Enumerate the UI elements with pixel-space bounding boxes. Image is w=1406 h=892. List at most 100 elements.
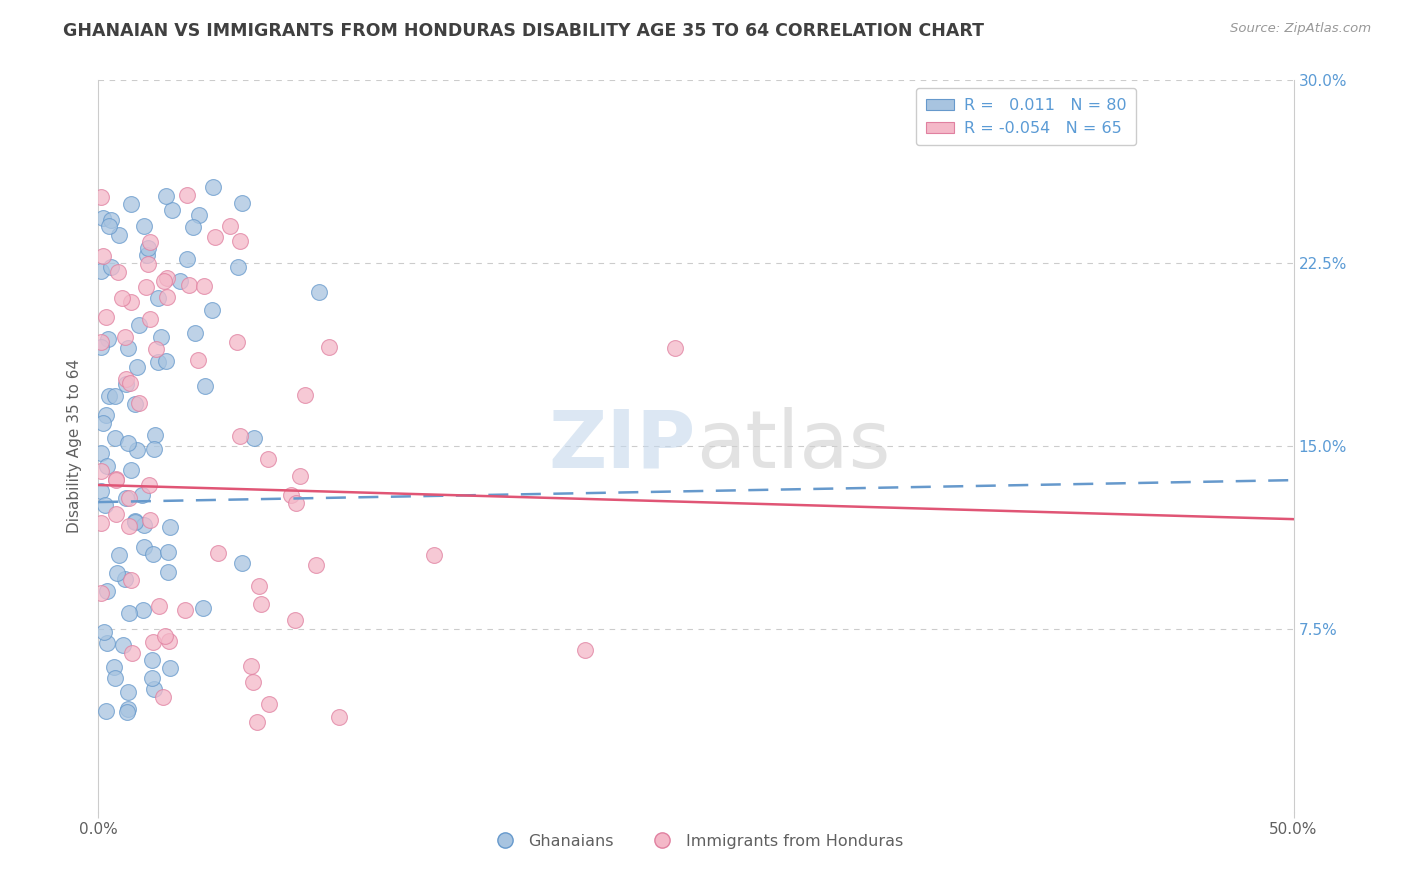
Text: atlas: atlas [696,407,890,485]
Point [305,558,328,573]
Point [143,442,166,457]
Point [159,520,181,534]
Text: GHANAIAN VS IMMIGRANTS FROM HONDURAS DISABILITY AGE 35 TO 64 CORRELATION CHART: GHANAIAN VS IMMIGRANTS FROM HONDURAS DIS… [63,22,984,40]
Point [138,513,160,527]
Point [114,329,136,343]
Point [229,234,252,248]
Point [134,219,156,234]
Point [242,675,264,690]
Point [103,659,125,673]
Point [574,643,596,657]
Point [100,260,122,274]
Point [219,219,242,234]
Point [114,491,136,505]
Point [146,354,169,368]
Point [155,290,177,304]
Point [118,519,141,533]
Point [114,372,136,386]
Point [201,180,224,194]
Point [153,273,176,287]
Point [142,682,165,697]
Point [284,614,307,628]
Point [139,235,162,249]
Point [177,277,200,292]
Point [247,579,270,593]
Point [91,416,114,430]
Point [104,472,127,486]
Point [107,265,129,279]
Point [142,635,165,649]
Point [155,354,177,368]
Legend: Ghanaians, Immigrants from Honduras: Ghanaians, Immigrants from Honduras [482,827,910,855]
Point [207,546,229,560]
Point [150,330,173,344]
Point [91,211,114,225]
Point [188,208,211,222]
Point [285,496,308,510]
Point [114,377,136,392]
Point [146,292,169,306]
Point [90,446,112,460]
Point [114,572,136,586]
Point [138,241,160,255]
Point [120,197,142,211]
Point [184,326,207,341]
Point [117,606,139,620]
Point [104,431,127,445]
Point [226,335,249,350]
Point [117,705,139,719]
Point [111,291,134,305]
Point [156,566,179,580]
Point [98,389,121,403]
Point [176,188,198,202]
Point [90,264,112,278]
Point [664,341,686,355]
Point [156,545,179,559]
Point [121,647,143,661]
Point [96,583,118,598]
Point [90,334,112,349]
Point [90,340,112,354]
Point [152,690,174,705]
Point [160,202,183,217]
Point [128,318,150,332]
Point [94,498,117,512]
Point [181,219,204,234]
Point [246,714,269,729]
Point [90,516,112,531]
Y-axis label: Disability Age 35 to 64: Disability Age 35 to 64 [67,359,83,533]
Point [120,376,142,390]
Point [120,295,142,310]
Point [117,685,139,699]
Point [229,428,252,442]
Point [257,698,280,712]
Point [145,342,167,356]
Point [138,477,160,491]
Point [138,312,160,326]
Point [142,547,165,561]
Point [308,285,330,299]
Point [124,516,146,530]
Point [228,260,250,274]
Point [100,213,122,227]
Point [105,473,128,487]
Point [127,360,149,375]
Point [157,633,180,648]
Point [105,566,128,581]
Point [96,408,118,422]
Point [257,451,280,466]
Point [90,483,112,498]
Point [117,436,139,450]
Point [135,280,157,294]
Point [148,599,170,613]
Point [107,228,129,243]
Point [117,342,139,356]
Point [112,638,135,652]
Point [104,671,127,685]
Point [250,597,273,611]
Point [120,463,142,477]
Point [132,540,155,554]
Point [204,230,226,244]
Point [187,352,209,367]
Point [117,702,139,716]
